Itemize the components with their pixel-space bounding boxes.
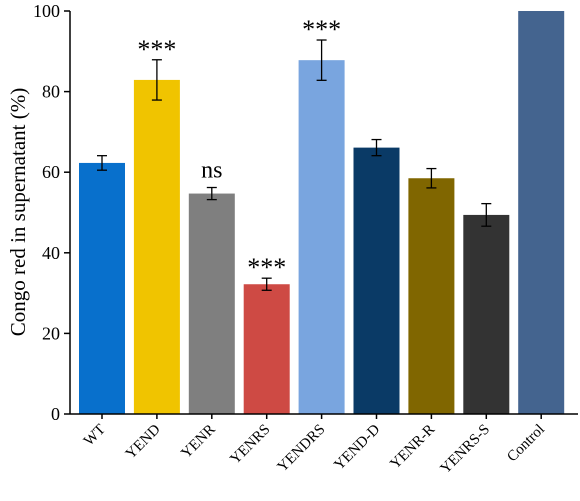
bar-yendrs [298, 60, 345, 414]
y-tick-label: 60 [42, 162, 60, 182]
x-tick-label-yenrs-s: YENRS-S [438, 422, 494, 478]
bar-yenrs [243, 284, 290, 414]
y-tick-label: 20 [42, 323, 60, 343]
bar-yenr-r [408, 178, 455, 414]
significance-label-yendrs: *** [302, 15, 341, 44]
bar-yend [133, 79, 180, 415]
y-axis-label: Congo red in supernatant (%) [6, 88, 30, 336]
y-tick-label: 0 [51, 404, 60, 424]
bar-yend-d [353, 147, 400, 414]
x-tick-label-yenrs: YENRS [227, 422, 273, 468]
annotations-group: *** ns *** *** [137, 15, 341, 282]
x-tick-label-control: Control [504, 422, 548, 466]
x-tick-label-wt: WT [81, 422, 109, 450]
error-bars-group [97, 39, 492, 291]
x-axis-ticks: WT YEND YENR YENRS YENDRS YEND-D YENR-R YENRS-S… [81, 414, 548, 477]
y-axis-ticks: 0 20 40 60 80 100 [33, 1, 70, 424]
significance-label-yenr: ns [201, 158, 222, 184]
y-tick-label: 100 [33, 1, 60, 21]
significance-label-yend: *** [137, 35, 176, 64]
bar-wt [79, 162, 125, 414]
x-tick-label-yend-d: YEND-D [331, 421, 383, 473]
bar-control [518, 11, 565, 414]
x-tick-label-yendrs: YENDRS [275, 422, 329, 476]
significance-label-yenrs: *** [247, 253, 286, 282]
y-tick-label: 40 [42, 243, 60, 263]
bar-yenr [188, 193, 235, 414]
x-tick-label-yenr: YENR [178, 422, 218, 462]
bars-group [79, 11, 565, 415]
x-tick-label-yend: YEND [123, 421, 164, 462]
y-tick-label: 80 [42, 82, 60, 102]
bar-yenrs-s [463, 214, 510, 414]
x-tick-label-yenr-r: YENR-R [387, 422, 438, 473]
